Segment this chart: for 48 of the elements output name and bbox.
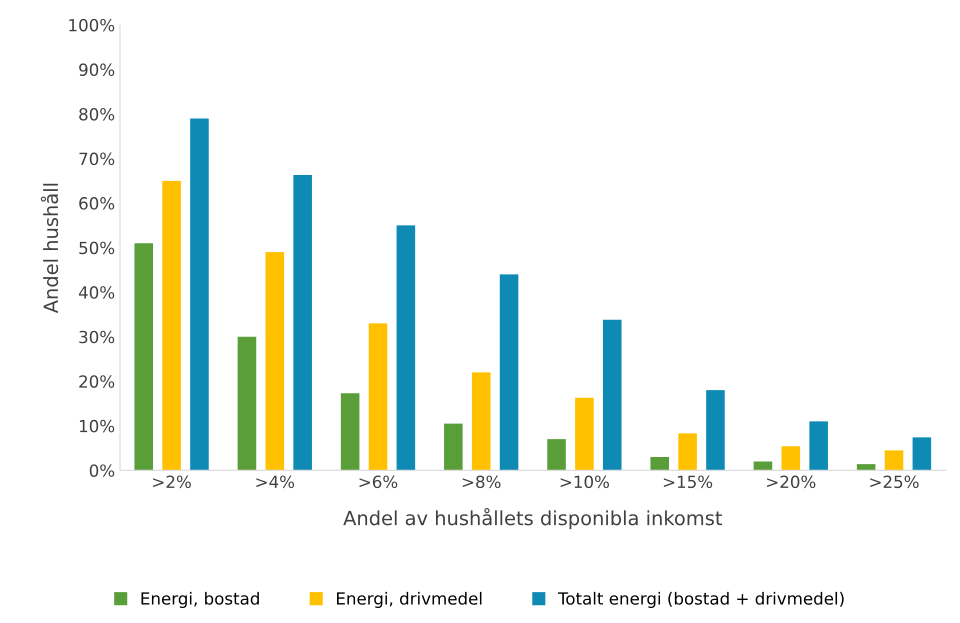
x-tick-label: >25% xyxy=(870,476,919,488)
bar xyxy=(782,446,800,470)
bar xyxy=(754,461,772,470)
bar xyxy=(809,421,828,470)
x-tick-label: >4% xyxy=(256,476,294,488)
bar xyxy=(134,243,154,470)
bar xyxy=(472,372,490,470)
bar xyxy=(293,175,312,470)
y-tick-label: 70% xyxy=(79,152,114,166)
bar xyxy=(912,437,932,470)
y-axis-title: Andel hushåll xyxy=(40,184,58,314)
y-tick-label: 10% xyxy=(80,420,114,432)
bar xyxy=(190,118,209,470)
bar xyxy=(162,180,181,470)
y-tick-label: 0% xyxy=(90,464,114,477)
y-tick-label: 80% xyxy=(79,108,114,121)
legend-label: Totalt energi (bostad + drivmedel) xyxy=(558,592,844,608)
x-axis-title: Andel av hushållets disponibla inkomst xyxy=(343,508,722,530)
x-tick-label: >8% xyxy=(462,476,500,488)
bar xyxy=(340,393,360,470)
x-tick-label: >6% xyxy=(360,476,398,488)
y-tick-label: 40% xyxy=(78,286,114,299)
x-tick-label: >2% xyxy=(153,476,191,488)
bar xyxy=(444,424,463,470)
x-tick-label: >20% xyxy=(767,476,816,488)
bar xyxy=(602,320,622,470)
bar xyxy=(500,274,518,470)
bar xyxy=(396,225,416,470)
bar xyxy=(856,464,876,470)
bar xyxy=(884,450,904,470)
y-tick-label: 60% xyxy=(79,197,114,210)
bar xyxy=(678,433,697,470)
y-tick-label: 90% xyxy=(79,63,114,76)
legend-label: Energi, drivmedel xyxy=(337,592,482,608)
bar xyxy=(547,439,566,470)
x-tick-label: >15% xyxy=(664,476,712,488)
y-tick-label: 20% xyxy=(79,375,114,388)
y-tick-label: 100% xyxy=(69,18,114,32)
y-tick-label: 50% xyxy=(79,242,114,254)
bar xyxy=(368,323,388,470)
bar xyxy=(650,457,670,470)
legend-label: Energi, bostad xyxy=(142,592,259,608)
y-tick-label: 30% xyxy=(79,330,114,344)
bar xyxy=(575,398,594,470)
bar xyxy=(706,390,725,470)
x-tick-label: >10% xyxy=(560,476,609,488)
bar xyxy=(266,252,284,470)
bar xyxy=(238,336,256,470)
